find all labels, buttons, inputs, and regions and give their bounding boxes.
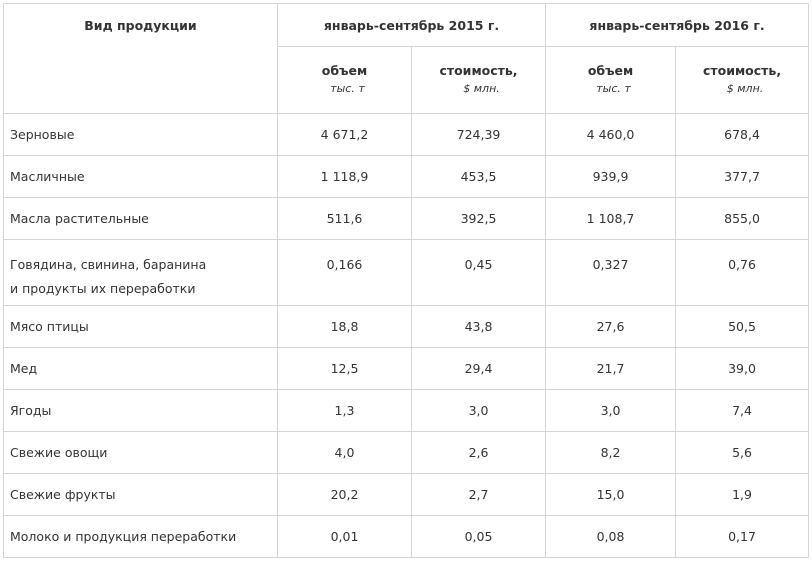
- header-row: Вид продукции январь-сентябрь 2015 г. ян…: [3, 3, 810, 114]
- cost-2015: 0,45: [410, 239, 547, 306]
- cost-2015: 43,8: [410, 305, 547, 348]
- volume-2015: 20,2: [277, 473, 412, 516]
- volume-2016: 15,0: [545, 473, 677, 516]
- product-name: Масличные: [3, 155, 278, 198]
- volume-2016: 0,08: [545, 515, 677, 558]
- table-row: Ягоды 1,3 3,0 3,0 7,4: [3, 389, 810, 432]
- product-name: Говядина, свинина, баранина и продукты их…: [3, 239, 278, 306]
- cost-2015: 724,39: [410, 113, 547, 156]
- cost-2015: 29,4: [410, 347, 547, 390]
- table-row: Свежие овощи 4,0 2,6 8,2 5,6: [3, 431, 810, 474]
- volume-2016: 939,9: [545, 155, 677, 198]
- cost-2016: 377,7: [675, 155, 810, 198]
- cost-2015: 2,7: [410, 473, 547, 516]
- cost-2015: 3,0: [410, 389, 547, 432]
- volume-2016: 4 460,0: [545, 113, 677, 156]
- cost-2015: 0,05: [410, 515, 547, 558]
- table-row: Масличные 1 118,9 453,5 939,9 377,7: [3, 155, 810, 198]
- volume-2015: 18,8: [277, 305, 412, 348]
- volume-2016: 27,6: [545, 305, 677, 348]
- cost-2015: 392,5: [410, 197, 547, 240]
- cost-2016-header: стоимость, $ млн.: [675, 46, 810, 114]
- volume-2015: 511,6: [277, 197, 412, 240]
- volume-2015: 12,5: [277, 347, 412, 390]
- table-row: Мед 12,5 29,4 21,7 39,0: [3, 347, 810, 390]
- volume-2016-header: объем тыс. т: [545, 46, 677, 114]
- product-name: Ягоды: [3, 389, 278, 432]
- export-table: Вид продукции январь-сентябрь 2015 г. ян…: [3, 3, 810, 558]
- product-name: Мясо птицы: [3, 305, 278, 348]
- volume-2015: 4,0: [277, 431, 412, 474]
- period-2015-header: январь-сентябрь 2015 г.: [276, 3, 547, 47]
- volume-2016: 1 108,7: [545, 197, 677, 240]
- volume-2015: 1 118,9: [277, 155, 412, 198]
- cost-2016: 0,76: [675, 239, 810, 306]
- product-column-header: Вид продукции: [3, 3, 278, 114]
- subheader-row: объем тыс. т стоимость, $ млн. объем тыс. т…: [4, 46, 810, 114]
- cost-2015: 453,5: [410, 155, 547, 198]
- cost-2015-header: стоимость, $ млн.: [410, 46, 547, 114]
- product-name: Масла растительные: [3, 197, 278, 240]
- cost-2016: 0,17: [675, 515, 810, 558]
- product-name: Свежие фрукты: [3, 473, 278, 516]
- cost-2016: 50,5: [675, 305, 810, 348]
- volume-2016: 0,327: [545, 239, 677, 306]
- table-row: Масла растительные 511,6 392,5 1 108,7 8…: [3, 197, 810, 240]
- volume-2015: 4 671,2: [277, 113, 412, 156]
- volume-2015: 1,3: [277, 389, 412, 432]
- cost-2016: 5,6: [675, 431, 810, 474]
- table-row: Молоко и продукция переработки 0,01 0,05…: [3, 515, 810, 558]
- cost-2016: 1,9: [675, 473, 810, 516]
- cost-2016: 678,4: [675, 113, 810, 156]
- table-row: Зерновые 4 671,2 724,39 4 460,0 678,4: [3, 113, 810, 156]
- table-row: Мясо птицы 18,8 43,8 27,6 50,5: [3, 305, 810, 348]
- volume-2016: 8,2: [545, 431, 677, 474]
- table-row: Говядина, свинина, баранина и продукты их…: [3, 239, 810, 306]
- table-row: Свежие фрукты 20,2 2,7 15,0 1,9: [3, 473, 810, 516]
- volume-2016: 3,0: [545, 389, 677, 432]
- volume-2016: 21,7: [545, 347, 677, 390]
- cost-2016: 855,0: [675, 197, 810, 240]
- product-name: Зерновые: [3, 113, 278, 156]
- volume-2015: 0,166: [277, 239, 412, 306]
- product-name: Мед: [3, 347, 278, 390]
- cost-2016: 7,4: [675, 389, 810, 432]
- cost-2015: 2,6: [410, 431, 547, 474]
- product-name: Молоко и продукция переработки: [3, 515, 278, 558]
- volume-2015-header: объем тыс. т: [277, 46, 412, 114]
- product-name: Свежие овощи: [3, 431, 278, 474]
- volume-2015: 0,01: [277, 515, 412, 558]
- period-2016-header: январь-сентябрь 2016 г.: [545, 3, 810, 47]
- cost-2016: 39,0: [675, 347, 810, 390]
